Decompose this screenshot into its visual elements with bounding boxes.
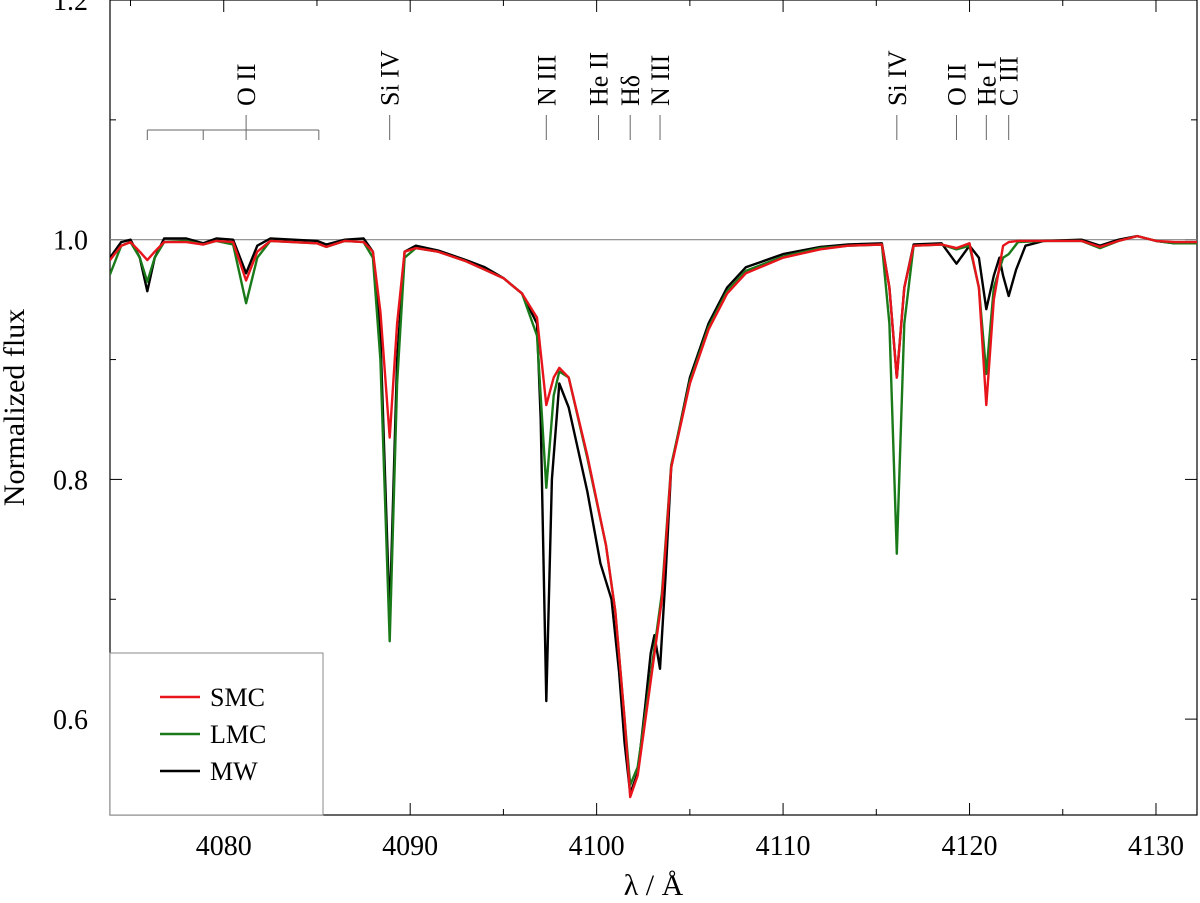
series-group xyxy=(110,234,1197,799)
x-tick-label: 4100 xyxy=(569,831,625,862)
line-id-label: He II xyxy=(584,52,613,106)
series-line-mw xyxy=(110,234,1197,795)
x-tick-label: 4130 xyxy=(1128,831,1184,862)
legend-box xyxy=(109,652,324,816)
x-tick-label: 4080 xyxy=(196,831,252,862)
line-id-label: N III xyxy=(646,55,675,106)
y-axis-label: Normalized flux xyxy=(0,309,31,506)
x-axis-label: λ / Å xyxy=(624,869,684,902)
line-id-label: N III xyxy=(532,55,561,106)
legend-label-mw: MW xyxy=(210,757,258,786)
x-tick-label: 4110 xyxy=(756,831,811,862)
y-tick-label: 1.0 xyxy=(53,226,88,257)
line-id-label: Hδ xyxy=(616,75,645,106)
legend: SMC LMC MW xyxy=(109,652,324,816)
legend-label-lmc: LMC xyxy=(210,720,266,749)
y-tick-label: 1.2 xyxy=(53,0,88,17)
x-tick-label: 4120 xyxy=(942,831,998,862)
plot-frame xyxy=(109,0,1198,816)
x-tick-label: 4090 xyxy=(382,831,438,862)
line-identifications: O II Si IV N III He II Hδ N III Si IV O II He IC… xyxy=(146,50,1024,140)
line-id-label: Si IV xyxy=(376,50,405,106)
legend-label-smc: SMC xyxy=(210,683,265,712)
y-tick-label: 0.6 xyxy=(53,705,88,736)
series-line-smc xyxy=(110,234,1197,799)
line-id-label: O II xyxy=(942,63,971,106)
line-id-label: C III xyxy=(995,56,1024,106)
line-id-label: He I xyxy=(972,61,1001,106)
axis-ticks: 4080 4090 4100 4110 4120 4130 0.6 0.8 1.0 1.2 xyxy=(53,0,1197,862)
y-tick-label: 0.8 xyxy=(53,465,88,496)
line-id-label: O II xyxy=(232,63,261,106)
line-id-label: Si IV xyxy=(883,50,912,106)
